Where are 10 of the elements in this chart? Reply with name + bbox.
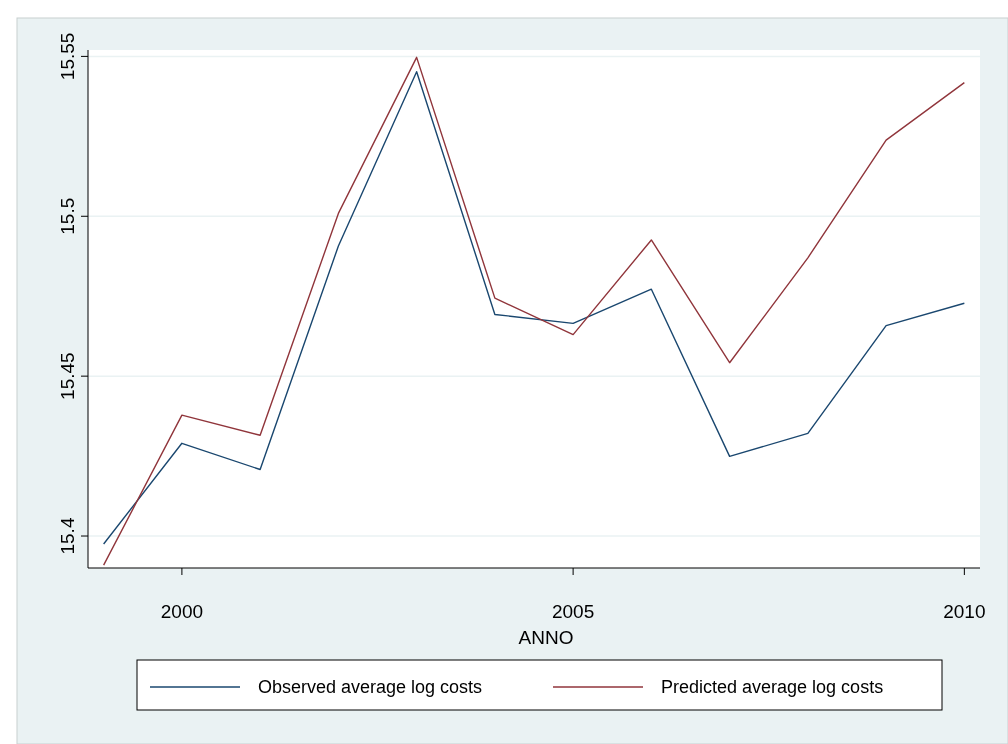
y-tick-label: 15.55: [57, 32, 78, 81]
y-tick-label: 15.5: [57, 197, 78, 235]
legend-label: Predicted average log costs: [661, 677, 884, 697]
y-tick-label: 15.4: [57, 517, 78, 555]
x-tick-label: 2000: [160, 601, 204, 622]
legend-label: Observed average log costs: [258, 677, 483, 697]
y-tick-label: 15.45: [57, 352, 78, 400]
x-axis-title: ANNO: [518, 627, 574, 648]
x-tick-label: 2005: [551, 601, 595, 622]
x-tick-label: 2010: [943, 601, 986, 622]
